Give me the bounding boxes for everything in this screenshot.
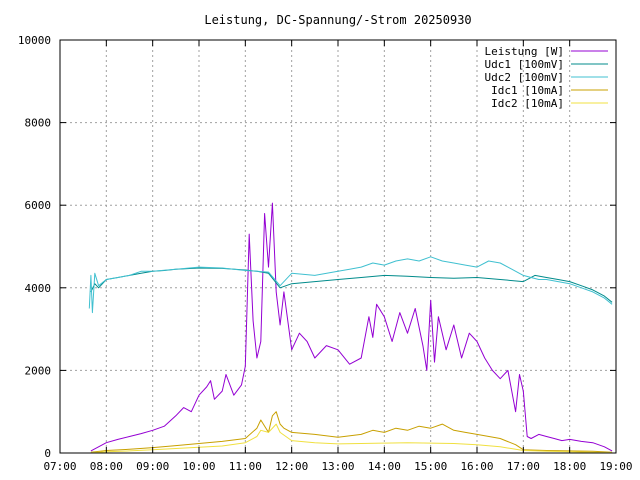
axes: 07:00 08:00 09:00 10:00 11:00 12:00 13:00 14:00… bbox=[18, 34, 633, 473]
x-tick-label: 18:00 bbox=[553, 460, 586, 473]
legend-label: Idc2 [10mA] bbox=[491, 97, 564, 110]
legend-label: Udc1 [100mV] bbox=[485, 58, 564, 71]
series-line-5 bbox=[90, 423, 613, 454]
x-tick-label: 16:00 bbox=[460, 460, 493, 473]
plot-area bbox=[88, 202, 613, 454]
y-tick-label: 8000 bbox=[25, 117, 52, 130]
x-tick-label: 14:00 bbox=[368, 460, 401, 473]
chart-title: Leistung, DC-Spannung/-Strom 20250930 bbox=[204, 13, 471, 27]
legend: Leistung [W]Udc1 [100mV]Udc2 [100mV]Idc1… bbox=[485, 45, 608, 110]
series-line-2 bbox=[90, 267, 613, 303]
x-tick-label: 10:00 bbox=[182, 460, 215, 473]
legend-label: Idc1 [10mA] bbox=[491, 84, 564, 97]
x-tick-label: 12:00 bbox=[275, 460, 308, 473]
grid bbox=[60, 40, 616, 453]
y-tick-label: 4000 bbox=[25, 282, 52, 295]
y-tick-label: 0 bbox=[44, 447, 51, 460]
x-tick-label: 15:00 bbox=[414, 460, 447, 473]
x-tick-label: 19:00 bbox=[599, 460, 632, 473]
series-line-1 bbox=[90, 202, 613, 452]
x-tick-label: 17:00 bbox=[507, 460, 540, 473]
series-line-4 bbox=[90, 411, 613, 453]
x-tick-label: 08:00 bbox=[90, 460, 123, 473]
legend-label: Udc2 [100mV] bbox=[485, 71, 564, 84]
y-tick-label: 10000 bbox=[18, 34, 51, 47]
x-tick-label: 09:00 bbox=[136, 460, 169, 473]
x-tick-label: 07:00 bbox=[43, 460, 76, 473]
x-tick-label: 11:00 bbox=[229, 460, 262, 473]
y-tick-label: 2000 bbox=[25, 364, 52, 377]
y-tick-label: 6000 bbox=[25, 199, 52, 212]
series-line-3 bbox=[88, 256, 613, 314]
x-tick-label: 13:00 bbox=[321, 460, 354, 473]
legend-label: Leistung [W] bbox=[485, 45, 564, 58]
